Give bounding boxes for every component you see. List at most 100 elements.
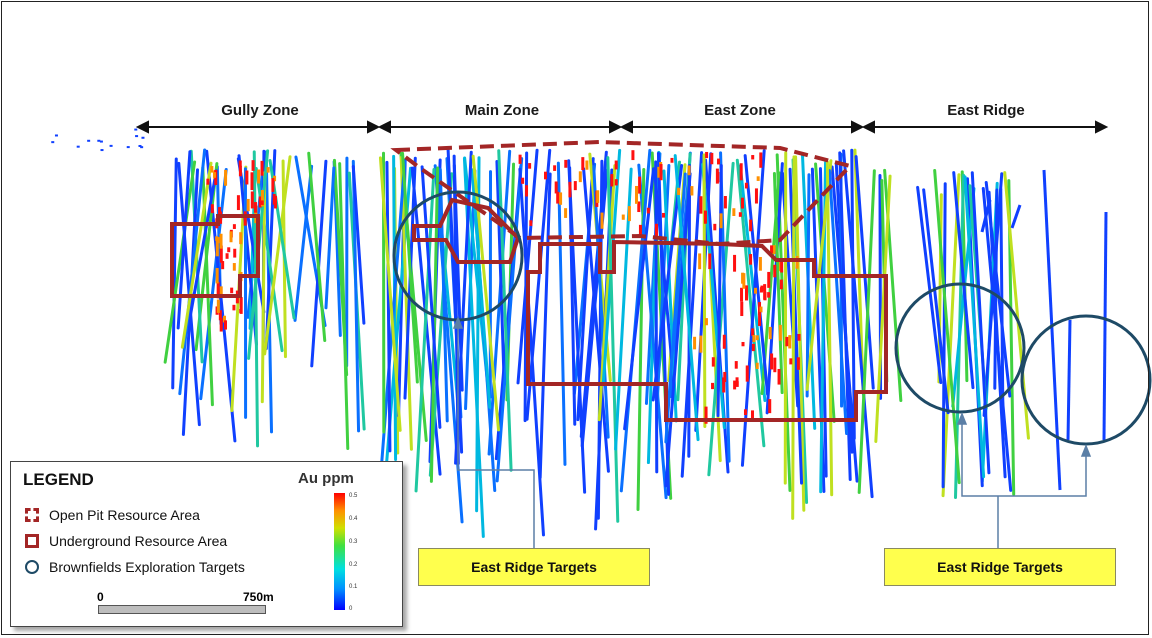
high-grade-intercept (556, 191, 560, 204)
high-grade-intercept (796, 357, 800, 370)
east-underground-outline (526, 239, 888, 422)
high-grade-intercept (785, 336, 789, 347)
high-grade-intercept (215, 239, 219, 257)
high-grade-intercept (703, 210, 707, 224)
high-grade-intercept (751, 155, 755, 160)
high-grade-intercept (698, 253, 702, 270)
drillhole-trace (980, 199, 992, 233)
high-grade-intercept (600, 212, 604, 229)
drillhole-trace (385, 160, 392, 453)
high-grade-intercept (789, 358, 793, 365)
drillhole-trace (716, 164, 723, 418)
drillhole-trace (497, 149, 513, 472)
drillhole-trace (293, 164, 314, 322)
drillhole-trace (794, 155, 806, 512)
drillhole-trace (180, 161, 213, 349)
drillhole-trace (470, 168, 492, 409)
drillhole-trace (707, 161, 735, 477)
zone-label-gully: Gully Zone (221, 102, 299, 119)
drillhole-trace (495, 157, 524, 483)
high-grade-intercept (564, 208, 568, 218)
legend-item-label: Open Pit Resource Area (49, 507, 200, 523)
high-grade-intercept (745, 285, 748, 301)
drillhole-trace (556, 161, 567, 466)
collar-marker (54, 134, 58, 137)
drillhole-trace (579, 150, 608, 438)
east-ridge-target-circle-1 (894, 282, 1026, 414)
drillhole-trace (176, 150, 192, 330)
collar-marker (76, 145, 80, 148)
high-grade-intercept (518, 154, 522, 164)
drillhole-trace (171, 157, 178, 390)
drillhole-trace (420, 165, 442, 429)
colorbar-title: Au ppm (298, 470, 354, 487)
drillhole-trace (981, 186, 1013, 492)
high-grade-intercept (711, 357, 715, 367)
high-grade-intercept (768, 399, 772, 414)
gully-underground-outline (170, 214, 260, 298)
high-grade-intercept (767, 292, 771, 298)
drillhole-trace (651, 163, 684, 402)
high-grade-intercept (768, 326, 772, 340)
drillhole-trace (857, 169, 876, 494)
high-grade-intercept (239, 309, 243, 314)
high-grade-intercept (732, 208, 736, 216)
legend-title: LEGEND (23, 470, 94, 489)
open-pit-swatch-icon (25, 508, 39, 522)
high-grade-intercept (627, 206, 631, 222)
high-grade-intercept (759, 152, 763, 168)
drillhole-trace (199, 168, 228, 401)
drillhole-trace (351, 159, 361, 433)
drillhole-trace (850, 148, 856, 440)
drillhole-trace (414, 168, 436, 493)
collar-marker (100, 149, 104, 152)
legend-item-label: Underground Resource Area (49, 533, 228, 549)
high-grade-intercept (740, 287, 744, 302)
high-grade-intercept (719, 213, 723, 229)
drillhole-trace (791, 155, 796, 520)
zone-label-east: East Zone (704, 102, 776, 119)
high-grade-intercept (722, 334, 726, 349)
legend-panel: LEGEND Open Pit Resource Area Undergroun… (10, 461, 403, 627)
drillhole-trace (324, 166, 336, 310)
east-ridge-targets-callout-2: East Ridge Targets (884, 548, 1116, 586)
colorbar-tick: 0.1 (349, 584, 358, 590)
high-grade-intercept (704, 318, 708, 326)
high-grade-intercept (754, 287, 758, 294)
high-grade-intercept (238, 160, 242, 167)
high-grade-intercept (210, 204, 214, 214)
drillhole-trace (471, 154, 501, 432)
high-grade-intercept (568, 181, 572, 198)
drillhole-trace (1010, 204, 1022, 229)
zone-extent-arrows (135, 120, 1109, 134)
high-grade-intercept (670, 157, 674, 163)
high-grade-intercept (690, 186, 694, 196)
drillhole-trace (933, 168, 961, 485)
high-grade-intercept (797, 333, 801, 341)
high-grade-intercept (253, 202, 257, 213)
high-grade-intercept (250, 191, 254, 209)
high-grade-intercept (260, 160, 264, 176)
drillhole-trace (701, 162, 726, 430)
high-grade-intercept (717, 158, 721, 165)
high-grade-intercept (751, 328, 755, 336)
high-grade-intercept (758, 311, 762, 326)
high-grade-intercept (232, 263, 236, 271)
high-grade-intercept (704, 406, 708, 424)
high-grade-intercept (756, 176, 760, 181)
high-grade-intercept (233, 248, 237, 258)
drillhole-trace (765, 162, 784, 415)
high-grade-intercept (529, 220, 533, 226)
high-grade-intercept (225, 253, 229, 259)
colorbar-tick: 0.2 (349, 562, 358, 568)
drillhole-trace (772, 171, 784, 395)
drillhole-trace (582, 167, 610, 473)
drillhole-trace (351, 164, 366, 325)
high-grade-intercept (741, 341, 745, 347)
high-grade-intercept (711, 382, 715, 390)
high-grade-intercept (631, 150, 635, 161)
drillhole-trace (922, 188, 950, 415)
high-grade-intercept (266, 167, 270, 173)
drillhole-trace (993, 188, 999, 390)
high-grade-intercept (693, 336, 697, 350)
